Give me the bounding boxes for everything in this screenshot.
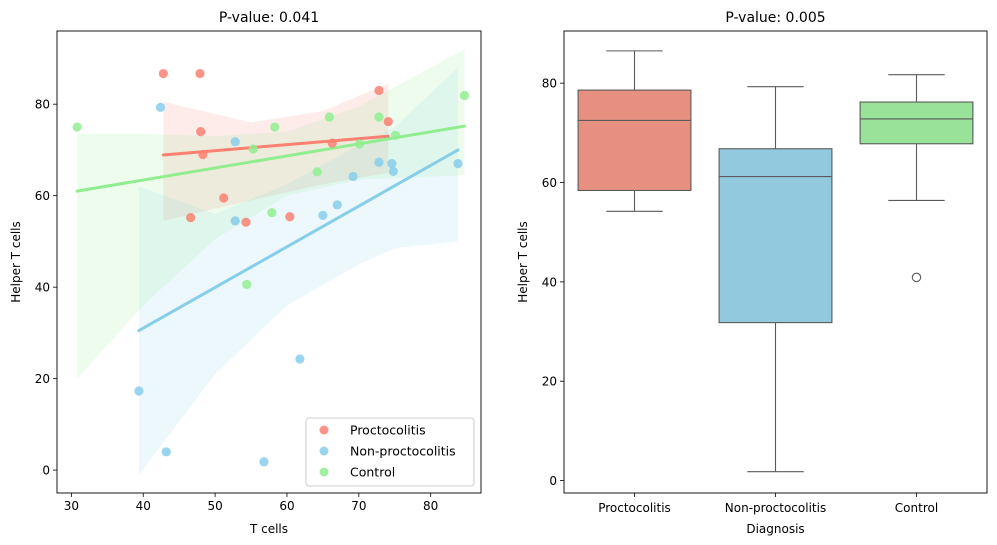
plot-frame xyxy=(56,30,482,494)
point-control-2 xyxy=(267,207,277,218)
legend: Proctocolitis Non-proctocolitis Control xyxy=(305,417,475,487)
plot-frame xyxy=(563,30,988,494)
point-non-proctocolitis-1 xyxy=(230,137,240,147)
legend-label-control: Control xyxy=(350,465,395,480)
x-tick-label: 80 xyxy=(423,499,438,513)
box-non-proctocolitis xyxy=(718,148,833,324)
point-proctocolitis-5 xyxy=(219,193,229,203)
legend-marker-non-proctocolitis xyxy=(319,446,329,456)
legend-box xyxy=(305,417,475,487)
ci-band-non-proctocolitis xyxy=(138,67,459,475)
x-tick-label-control: Control xyxy=(895,501,938,515)
point-control-4 xyxy=(270,122,280,132)
x-axis-label: Diagnosis xyxy=(746,522,804,536)
point-non-proctocolitis-8 xyxy=(388,166,398,177)
chart-title: P-value: 0.005 xyxy=(725,10,825,26)
axis-ticks: Proctocolitis Non-proctocolitis Control 0 20… xyxy=(542,77,938,515)
y-tick-label: 60 xyxy=(35,189,50,203)
point-control-9 xyxy=(390,130,401,140)
legend-label-non-proctocolitis: Non-proctocolitis xyxy=(350,444,456,459)
chart-title: P-value: 0.041 xyxy=(219,10,319,26)
point-proctocolitis-10 xyxy=(383,116,393,127)
y-tick-label: 40 xyxy=(542,275,557,289)
y-tick-label: 80 xyxy=(542,77,557,91)
point-control-5 xyxy=(312,167,322,177)
point-control-6 xyxy=(324,112,334,122)
x-tick-label: 30 xyxy=(64,499,79,513)
y-tick-label: 20 xyxy=(35,372,50,386)
y-axis-label: Helper T cells xyxy=(516,221,530,303)
legend-marker-control xyxy=(319,467,329,477)
x-tick-label: 40 xyxy=(136,499,151,513)
point-proctocolitis-3 xyxy=(198,149,208,160)
point-proctocolitis-8 xyxy=(327,138,337,148)
point-non-proctocolitis-3 xyxy=(318,210,328,220)
point-non-proctocolitis-10 xyxy=(134,386,144,396)
point-proctocolitis-9 xyxy=(374,85,384,96)
point-proctocolitis-4 xyxy=(186,213,196,223)
box-control xyxy=(859,101,974,145)
point-non-proctocolitis-2 xyxy=(230,216,240,226)
point-proctocolitis-7 xyxy=(285,212,295,222)
ci-band-control xyxy=(77,49,465,379)
point-non-proctocolitis-5 xyxy=(348,171,358,182)
point-non-proctocolitis-4 xyxy=(332,200,342,210)
legend-label-proctocolitis: Proctocolitis xyxy=(350,423,426,438)
y-axis-label: Helper T cells xyxy=(9,221,23,303)
point-proctocolitis-1 xyxy=(195,68,205,79)
x-tick-label-proctocolitis: Proctocolitis xyxy=(598,501,671,515)
point-control-0 xyxy=(72,122,82,132)
point-proctocolitis-2 xyxy=(196,127,206,137)
point-non-proctocolitis-11 xyxy=(161,447,171,457)
boxplot-panel: Proctocolitis Non-proctocolitis Control 0 20… xyxy=(516,10,988,536)
scatter-panel: 30 40 50 60 70 80 0 20 40 60 80 P-value: 0.041 T c… xyxy=(9,10,482,536)
x-tick-label: 60 xyxy=(279,499,294,513)
box-plots xyxy=(577,50,974,473)
point-control-7 xyxy=(354,139,365,149)
x-tick-label: 50 xyxy=(207,499,222,513)
point-control-10 xyxy=(459,90,470,101)
point-control-8 xyxy=(374,112,384,122)
y-tick-label: 20 xyxy=(542,375,557,389)
y-tick-label: 0 xyxy=(42,464,50,478)
x-axis-label: T cells xyxy=(249,522,288,536)
fit-line-control xyxy=(75,124,466,193)
point-non-proctocolitis-12 xyxy=(259,457,269,467)
y-tick-label: 80 xyxy=(35,98,50,112)
point-proctocolitis-6 xyxy=(241,217,251,227)
point-non-proctocolitis-13 xyxy=(295,354,305,364)
point-control-1 xyxy=(248,144,258,154)
fit-line-non-proctocolitis xyxy=(137,148,460,333)
axis-ticks: 30 40 50 60 70 80 0 20 40 60 80 xyxy=(35,98,439,513)
outlier-control-0 xyxy=(911,272,922,283)
y-tick-label: 60 xyxy=(542,176,557,190)
x-tick-label: 70 xyxy=(351,499,366,513)
scatter-points xyxy=(72,68,470,467)
point-non-proctocolitis-6 xyxy=(374,157,384,167)
point-non-proctocolitis-0 xyxy=(155,102,166,112)
x-tick-label-non-proctocolitis: Non-proctocolitis xyxy=(725,501,826,515)
point-non-proctocolitis-9 xyxy=(453,159,463,169)
box-proctocolitis xyxy=(577,89,692,192)
y-tick-label: 0 xyxy=(549,474,557,488)
legend-marker-proctocolitis xyxy=(319,425,329,435)
y-tick-label: 40 xyxy=(35,281,50,295)
point-proctocolitis-0 xyxy=(158,68,168,79)
point-non-proctocolitis-7 xyxy=(387,159,397,169)
point-control-3 xyxy=(242,279,252,290)
